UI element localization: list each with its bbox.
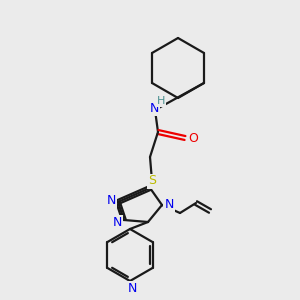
Text: N: N — [127, 281, 137, 295]
Text: N: N — [106, 194, 116, 206]
Text: O: O — [188, 131, 198, 145]
Text: N: N — [112, 215, 122, 229]
Text: N: N — [149, 101, 159, 115]
Text: H: H — [157, 96, 165, 106]
Text: S: S — [148, 175, 156, 188]
Text: N: N — [164, 199, 174, 212]
